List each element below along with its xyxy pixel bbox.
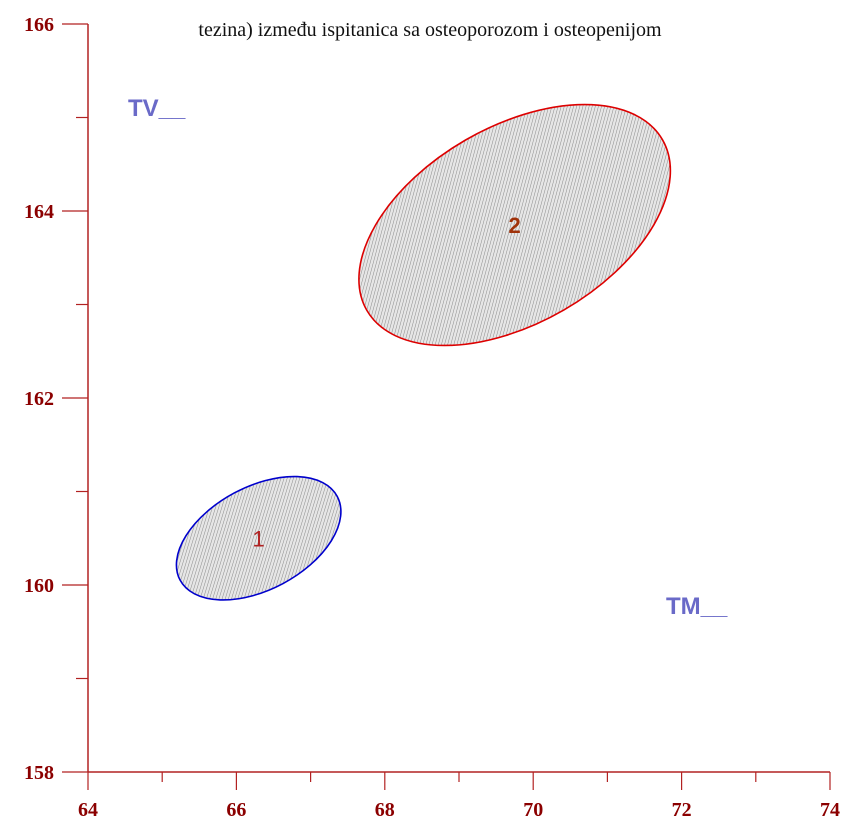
chart-title: tezina) između ispitanica sa osteoporozo…	[198, 19, 662, 41]
x-tick-label: 68	[375, 799, 395, 821]
x-tick-label: 64	[78, 799, 98, 821]
x-tick-label: 72	[672, 799, 692, 821]
y-tick-label: 164	[24, 201, 54, 223]
ellipse-label-2: 2	[509, 213, 521, 238]
y-tick-label: 160	[24, 575, 54, 597]
x-tick-label: 66	[226, 799, 246, 821]
ellipse-1	[175, 475, 342, 601]
ellipse-label-1: 1	[253, 526, 265, 551]
x-axis-label: TM__	[666, 593, 728, 620]
y-tick-label: 166	[24, 14, 54, 36]
y-tick-label: 158	[24, 762, 54, 784]
y-axis-label: TV__	[128, 95, 186, 122]
y-tick-label: 162	[24, 388, 54, 410]
ellipses-layer: 12	[175, 103, 672, 601]
x-tick-label: 70	[523, 799, 543, 821]
x-tick-label: 74	[820, 799, 840, 821]
axes-layer: 64 66 68 70 72 74 158 160 162 164 166	[24, 14, 840, 821]
ellipse-2	[358, 103, 672, 347]
